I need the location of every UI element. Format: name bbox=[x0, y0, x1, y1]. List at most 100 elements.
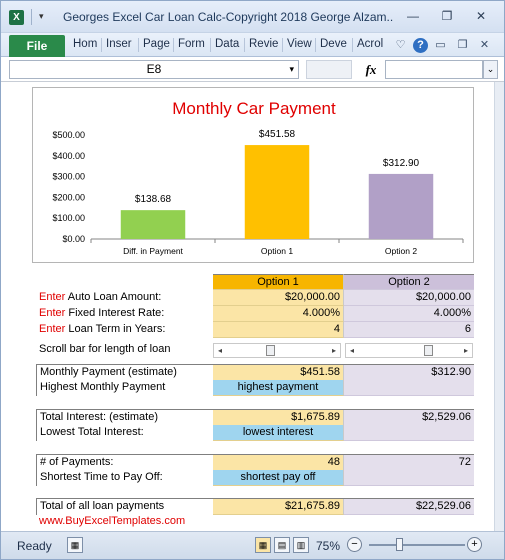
option2-payments-count[interactable]: 72 bbox=[344, 455, 474, 471]
interest-rate-row: Enter Fixed Interest Rate: 4.000% 4.000% bbox=[36, 306, 474, 322]
option2-loan-term[interactable]: 6 bbox=[344, 322, 474, 338]
file-tab[interactable]: File bbox=[9, 35, 65, 57]
normal-view-icon[interactable]: ▦ bbox=[255, 537, 271, 553]
page-break-view-icon[interactable]: ▥ bbox=[293, 537, 309, 553]
option1-shortest-payoff[interactable]: shortest pay off bbox=[213, 470, 344, 486]
option2-lowest-interest[interactable] bbox=[344, 425, 474, 441]
vertical-scrollbar[interactable] bbox=[494, 82, 504, 531]
tab-separator bbox=[352, 38, 353, 52]
scroll-right-icon[interactable]: ▸ bbox=[331, 346, 336, 355]
y-tick-label: $0.00 bbox=[62, 234, 85, 244]
category-label: Option 1 bbox=[261, 246, 293, 256]
category-label: Option 2 bbox=[385, 246, 417, 256]
excel-app-icon[interactable]: X bbox=[9, 10, 24, 25]
option2-monthly-payment[interactable]: $312.90 bbox=[344, 365, 474, 381]
option2-header[interactable]: Option 2 bbox=[344, 274, 474, 290]
data-label: $312.90 bbox=[383, 158, 420, 169]
tab-page-layout[interactable]: Page bbox=[143, 38, 170, 50]
option2-shortest-payoff[interactable] bbox=[344, 470, 474, 486]
option1-monthly-payment[interactable]: $451.58 bbox=[213, 365, 344, 381]
option1-highest-payment[interactable]: highest payment bbox=[213, 380, 344, 396]
formula-bar-divider[interactable] bbox=[306, 60, 352, 79]
macro-record-icon[interactable]: ▦ bbox=[67, 537, 83, 553]
tab-separator bbox=[244, 38, 245, 52]
data-label: $451.58 bbox=[259, 129, 296, 140]
chart-svg: Monthly Car Payment $0.00 $100.00 $200.00 $… bbox=[52, 99, 464, 256]
payments-count-label: # of Payments: bbox=[36, 455, 213, 471]
expand-formula-bar-icon[interactable]: ⌄ bbox=[483, 60, 498, 79]
option1-loan-amount[interactable]: $20,000.00 bbox=[213, 290, 344, 306]
title-bar: X ▾ Georges Excel Car Loan Calc-Copyrigh… bbox=[1, 1, 504, 33]
formula-bar: E8 ▾ fx ⌄ bbox=[1, 57, 504, 82]
option2-loan-amount[interactable]: $20,000.00 bbox=[344, 290, 474, 306]
chart-title: Monthly Car Payment bbox=[172, 99, 336, 118]
y-tick-label: $100.00 bbox=[52, 213, 85, 223]
tab-acrobat[interactable]: Acrol bbox=[357, 38, 384, 50]
tab-insert[interactable]: Inser bbox=[106, 38, 132, 50]
monthly-payment-row: Monthly Payment (estimate) $451.58 $312.… bbox=[36, 364, 474, 381]
close-icon[interactable]: ✕ bbox=[475, 9, 487, 23]
zoom-out-icon[interactable]: − bbox=[347, 537, 362, 552]
option2-total-payments[interactable]: $22,529.06 bbox=[344, 499, 474, 515]
payments-count-row: # of Payments: 48 72 bbox=[36, 454, 474, 471]
option1-payments-count[interactable]: 48 bbox=[213, 455, 344, 471]
tab-review[interactable]: Revie bbox=[249, 38, 279, 50]
monthly-payment-label: Monthly Payment (estimate) bbox=[36, 365, 213, 381]
scroll-right-icon[interactable]: ▸ bbox=[463, 346, 468, 355]
tab-separator bbox=[282, 38, 283, 52]
zoom-level[interactable]: 75% bbox=[316, 539, 341, 553]
monthly-payment-chart[interactable]: Monthly Car Payment $0.00 $100.00 $200.00 $… bbox=[32, 87, 474, 263]
zoom-slider-thumb[interactable] bbox=[396, 538, 403, 551]
interest-rate-label: Enter Fixed Interest Rate: bbox=[36, 306, 213, 322]
tab-data[interactable]: Data bbox=[215, 38, 240, 50]
workbook-minimize-icon[interactable]: ▭ bbox=[435, 39, 446, 51]
scroll-bar-label: Scroll bar for length of loan bbox=[39, 343, 171, 355]
tab-formulas[interactable]: Form bbox=[178, 38, 205, 50]
minimize-icon[interactable]: — bbox=[407, 9, 419, 23]
status-bar: Ready ▦ ▦ ▤ ▥ 75% − + bbox=[1, 531, 504, 559]
bar-1 bbox=[244, 145, 310, 239]
total-interest-row: Total Interest: (estimate) $1,675.89 $2,… bbox=[36, 409, 474, 426]
ribbon-collapse-icon[interactable]: ♡ bbox=[395, 39, 406, 51]
option1-loan-term[interactable]: 4 bbox=[213, 322, 344, 338]
option1-header[interactable]: Option 1 bbox=[213, 274, 344, 290]
restore-icon[interactable]: ❐ bbox=[441, 9, 453, 23]
option2-term-scrollbar[interactable]: ◂ ▸ bbox=[345, 343, 473, 358]
name-box-dropdown-icon[interactable]: ▾ bbox=[289, 64, 294, 74]
zoom-slider[interactable] bbox=[369, 544, 465, 546]
option2-interest-rate[interactable]: 4.000% bbox=[344, 306, 474, 322]
option1-interest-rate[interactable]: 4.000% bbox=[213, 306, 344, 322]
y-tick-label: $200.00 bbox=[52, 192, 85, 202]
scroll-left-icon[interactable]: ◂ bbox=[217, 346, 222, 355]
tab-home[interactable]: Hom bbox=[73, 38, 98, 50]
loan-term-label: Enter Loan Term in Years: bbox=[36, 322, 213, 338]
scroll-thumb[interactable] bbox=[265, 345, 275, 356]
page-layout-view-icon[interactable]: ▤ bbox=[274, 537, 290, 553]
workbook-restore-icon[interactable]: ❐ bbox=[457, 39, 468, 51]
shortest-payoff-label: Shortest Time to Pay Off: bbox=[36, 470, 213, 486]
scroll-left-icon[interactable]: ◂ bbox=[349, 346, 354, 355]
quick-access-dropdown-icon[interactable]: ▾ bbox=[39, 11, 44, 21]
insert-function-icon[interactable]: fx bbox=[365, 62, 377, 77]
option1-total-payments[interactable]: $21,675.89 bbox=[213, 499, 344, 515]
formula-input[interactable] bbox=[385, 60, 483, 79]
scroll-thumb[interactable] bbox=[424, 345, 434, 356]
name-box[interactable]: E8 ▾ bbox=[9, 60, 299, 79]
tab-separator bbox=[210, 38, 211, 52]
option1-term-scrollbar[interactable]: ◂ ▸ bbox=[213, 343, 341, 358]
tab-developer[interactable]: Deve bbox=[320, 38, 347, 50]
y-tick-label: $400.00 bbox=[52, 151, 85, 161]
option2-total-interest[interactable]: $2,529.06 bbox=[344, 410, 474, 426]
help-icon[interactable]: ? bbox=[413, 38, 428, 53]
y-tick-label: $300.00 bbox=[52, 172, 85, 182]
workbook-close-icon[interactable]: ✕ bbox=[479, 39, 490, 51]
option1-lowest-interest[interactable]: lowest interest bbox=[213, 425, 344, 441]
category-label: Diff. in Payment bbox=[123, 246, 183, 256]
worksheet[interactable]: Monthly Car Payment $0.00 $100.00 $200.00 $… bbox=[1, 82, 494, 531]
website-link[interactable]: www.BuyExcelTemplates.com bbox=[39, 515, 186, 527]
zoom-in-icon[interactable]: + bbox=[467, 537, 482, 552]
option1-total-interest[interactable]: $1,675.89 bbox=[213, 410, 344, 426]
option2-highest-payment[interactable] bbox=[344, 380, 474, 396]
tab-view[interactable]: View bbox=[287, 38, 312, 50]
